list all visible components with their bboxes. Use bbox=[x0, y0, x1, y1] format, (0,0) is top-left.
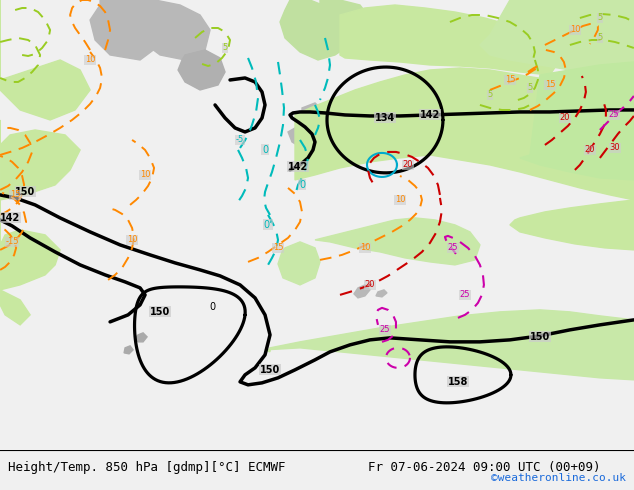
Text: 5: 5 bbox=[488, 91, 493, 99]
Polygon shape bbox=[295, 68, 634, 200]
Polygon shape bbox=[298, 103, 325, 133]
Polygon shape bbox=[340, 5, 560, 75]
Text: 142: 142 bbox=[288, 162, 308, 172]
Polygon shape bbox=[0, 120, 80, 200]
Text: 10: 10 bbox=[359, 244, 370, 252]
Text: 10: 10 bbox=[140, 171, 150, 179]
Text: 150: 150 bbox=[530, 332, 550, 342]
Text: 0: 0 bbox=[262, 145, 268, 155]
Text: 150: 150 bbox=[15, 187, 36, 197]
Polygon shape bbox=[90, 0, 165, 60]
Text: ©weatheronline.co.uk: ©weatheronline.co.uk bbox=[491, 473, 626, 483]
Polygon shape bbox=[178, 50, 225, 90]
Text: 25: 25 bbox=[460, 291, 470, 299]
Text: 10: 10 bbox=[395, 196, 405, 204]
Text: 158: 158 bbox=[448, 377, 468, 387]
Polygon shape bbox=[376, 290, 387, 297]
Text: 25: 25 bbox=[448, 244, 458, 252]
Text: 15: 15 bbox=[505, 75, 515, 84]
Text: 5: 5 bbox=[223, 44, 228, 52]
Text: 0ʼ: 0ʼ bbox=[263, 220, 273, 230]
Text: 20: 20 bbox=[403, 160, 413, 170]
Text: 0: 0 bbox=[209, 302, 215, 312]
Text: 134: 134 bbox=[375, 113, 395, 123]
Text: 20: 20 bbox=[585, 146, 595, 154]
Text: 0: 0 bbox=[299, 180, 305, 190]
Text: 150: 150 bbox=[150, 307, 170, 317]
Polygon shape bbox=[278, 242, 320, 285]
Polygon shape bbox=[0, 0, 90, 120]
Text: -5: -5 bbox=[236, 135, 244, 145]
Text: 15: 15 bbox=[10, 191, 20, 199]
Text: 25: 25 bbox=[380, 325, 390, 334]
Text: 20: 20 bbox=[560, 114, 570, 122]
Polygon shape bbox=[354, 285, 370, 298]
Text: -15: -15 bbox=[5, 237, 19, 246]
Text: 10: 10 bbox=[127, 235, 138, 245]
Text: 10: 10 bbox=[569, 25, 580, 34]
Polygon shape bbox=[480, 0, 634, 80]
Polygon shape bbox=[124, 346, 133, 354]
Text: 15: 15 bbox=[273, 244, 283, 252]
Text: 150: 150 bbox=[260, 365, 280, 375]
Polygon shape bbox=[315, 218, 480, 265]
Polygon shape bbox=[280, 0, 355, 60]
Polygon shape bbox=[265, 310, 634, 380]
Text: 30: 30 bbox=[609, 144, 620, 152]
Text: 15: 15 bbox=[545, 80, 555, 90]
Text: 5: 5 bbox=[527, 83, 533, 93]
Polygon shape bbox=[520, 62, 634, 180]
Text: 10: 10 bbox=[85, 55, 95, 65]
Polygon shape bbox=[315, 0, 370, 42]
Polygon shape bbox=[125, 0, 210, 60]
Text: Height/Temp. 850 hPa [gdmp][°C] ECMWF: Height/Temp. 850 hPa [gdmp][°C] ECMWF bbox=[8, 461, 285, 474]
Polygon shape bbox=[135, 333, 147, 342]
Text: 142: 142 bbox=[420, 110, 440, 120]
Text: 5: 5 bbox=[597, 14, 602, 23]
Text: 20: 20 bbox=[365, 280, 375, 290]
Polygon shape bbox=[288, 122, 320, 150]
Text: 142: 142 bbox=[0, 213, 20, 223]
Text: 5: 5 bbox=[597, 33, 602, 43]
Polygon shape bbox=[510, 200, 634, 250]
Polygon shape bbox=[0, 290, 30, 325]
Text: 25: 25 bbox=[609, 110, 619, 120]
Text: Fr 07-06-2024 09:00 UTC (00+09): Fr 07-06-2024 09:00 UTC (00+09) bbox=[368, 461, 600, 474]
Polygon shape bbox=[0, 200, 60, 290]
